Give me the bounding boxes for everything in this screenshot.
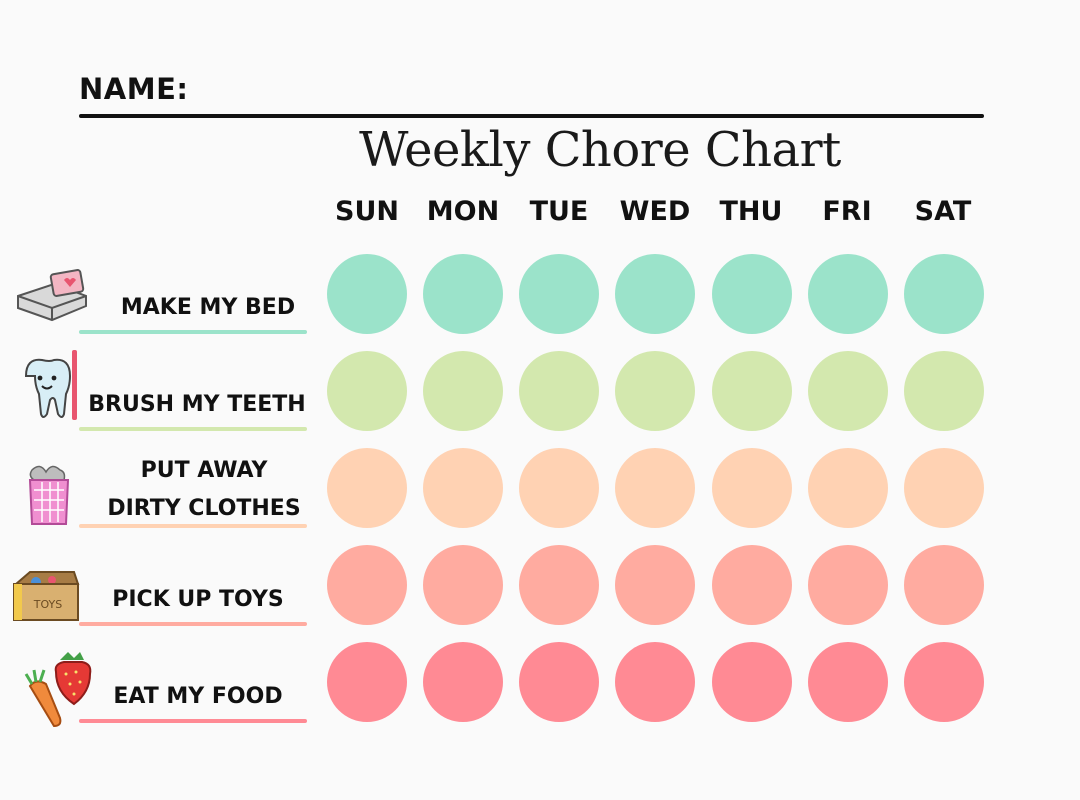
chore-label-eat-my-food: EAT MY FOOD bbox=[78, 678, 318, 716]
chore-circle-sun[interactable] bbox=[327, 254, 407, 334]
chore-circle-sun[interactable] bbox=[327, 351, 407, 431]
chore-circle-tue[interactable] bbox=[519, 254, 599, 334]
chore-circle-wed[interactable] bbox=[615, 545, 695, 625]
chore-circle-sun[interactable] bbox=[327, 642, 407, 722]
chore-label-brush-my-teeth: BRUSH MY TEETH bbox=[79, 386, 315, 424]
day-header-mon: MON bbox=[426, 196, 500, 227]
chore-circle-mon[interactable] bbox=[423, 448, 503, 528]
tooth-icon bbox=[18, 348, 84, 428]
chore-underline bbox=[79, 524, 307, 528]
carrot-strawberry-icon bbox=[18, 650, 94, 734]
chore-circle-tue[interactable] bbox=[519, 448, 599, 528]
chore-underline bbox=[79, 622, 307, 626]
chore-label-line: DIRTY CLOTHES bbox=[107, 496, 301, 521]
day-header-fri: FRI bbox=[822, 196, 872, 227]
chore-circle-mon[interactable] bbox=[423, 254, 503, 334]
chore-underline bbox=[79, 719, 307, 723]
chore-label-line: MAKE MY BED bbox=[120, 295, 296, 320]
chore-circle-thu[interactable] bbox=[712, 642, 792, 722]
day-header-tue: TUE bbox=[529, 196, 589, 227]
chore-circle-mon[interactable] bbox=[423, 545, 503, 625]
chore-circle-wed[interactable] bbox=[615, 448, 695, 528]
chore-label-line: BRUSH MY TEETH bbox=[88, 392, 306, 417]
chore-circle-fri[interactable] bbox=[808, 448, 888, 528]
chore-circle-tue[interactable] bbox=[519, 545, 599, 625]
name-underline bbox=[79, 114, 984, 118]
chore-circle-sat[interactable] bbox=[904, 254, 984, 334]
chore-underline bbox=[79, 330, 307, 334]
day-header-sun: SUN bbox=[335, 196, 399, 227]
chore-label-put-away-dirty-clothes: PUT AWAY DIRTY CLOTHES bbox=[84, 452, 324, 528]
day-header-sat: SAT bbox=[914, 196, 972, 227]
bed-icon bbox=[14, 266, 90, 332]
chore-circle-sat[interactable] bbox=[904, 545, 984, 625]
chore-circle-fri[interactable] bbox=[808, 642, 888, 722]
chore-label-make-my-bed: MAKE MY BED bbox=[88, 289, 328, 327]
chore-circle-mon[interactable] bbox=[423, 351, 503, 431]
chore-circle-sat[interactable] bbox=[904, 448, 984, 528]
chore-circle-thu[interactable] bbox=[712, 545, 792, 625]
chore-label-line: PUT AWAY bbox=[140, 458, 268, 483]
laundry-basket-icon bbox=[22, 460, 76, 530]
chore-circle-wed[interactable] bbox=[615, 642, 695, 722]
chore-label-line: EAT MY FOOD bbox=[113, 684, 283, 709]
chore-label-line: PICK UP TOYS bbox=[112, 587, 284, 612]
chore-circle-tue[interactable] bbox=[519, 642, 599, 722]
chore-label-pick-up-toys: PICK UP TOYS bbox=[78, 581, 318, 619]
name-label: NAME: bbox=[79, 72, 189, 106]
chore-circle-tue[interactable] bbox=[519, 351, 599, 431]
svg-text:TOYS: TOYS bbox=[33, 598, 62, 611]
day-header-wed: WED bbox=[619, 196, 691, 227]
chore-circle-fri[interactable] bbox=[808, 254, 888, 334]
chore-circle-sat[interactable] bbox=[904, 642, 984, 722]
chore-circle-sun[interactable] bbox=[327, 545, 407, 625]
chore-circle-sat[interactable] bbox=[904, 351, 984, 431]
chore-circle-fri[interactable] bbox=[808, 545, 888, 625]
page-title: Weekly Chore Chart bbox=[359, 122, 841, 178]
chore-underline bbox=[79, 427, 307, 431]
day-header-thu: THU bbox=[719, 196, 783, 227]
chore-circle-fri[interactable] bbox=[808, 351, 888, 431]
chore-circle-thu[interactable] bbox=[712, 351, 792, 431]
chore-circle-thu[interactable] bbox=[712, 448, 792, 528]
chore-circle-sun[interactable] bbox=[327, 448, 407, 528]
chore-circle-thu[interactable] bbox=[712, 254, 792, 334]
chore-circle-wed[interactable] bbox=[615, 254, 695, 334]
toy-box-icon: TOYS bbox=[10, 568, 82, 628]
chore-circle-mon[interactable] bbox=[423, 642, 503, 722]
chore-circle-wed[interactable] bbox=[615, 351, 695, 431]
